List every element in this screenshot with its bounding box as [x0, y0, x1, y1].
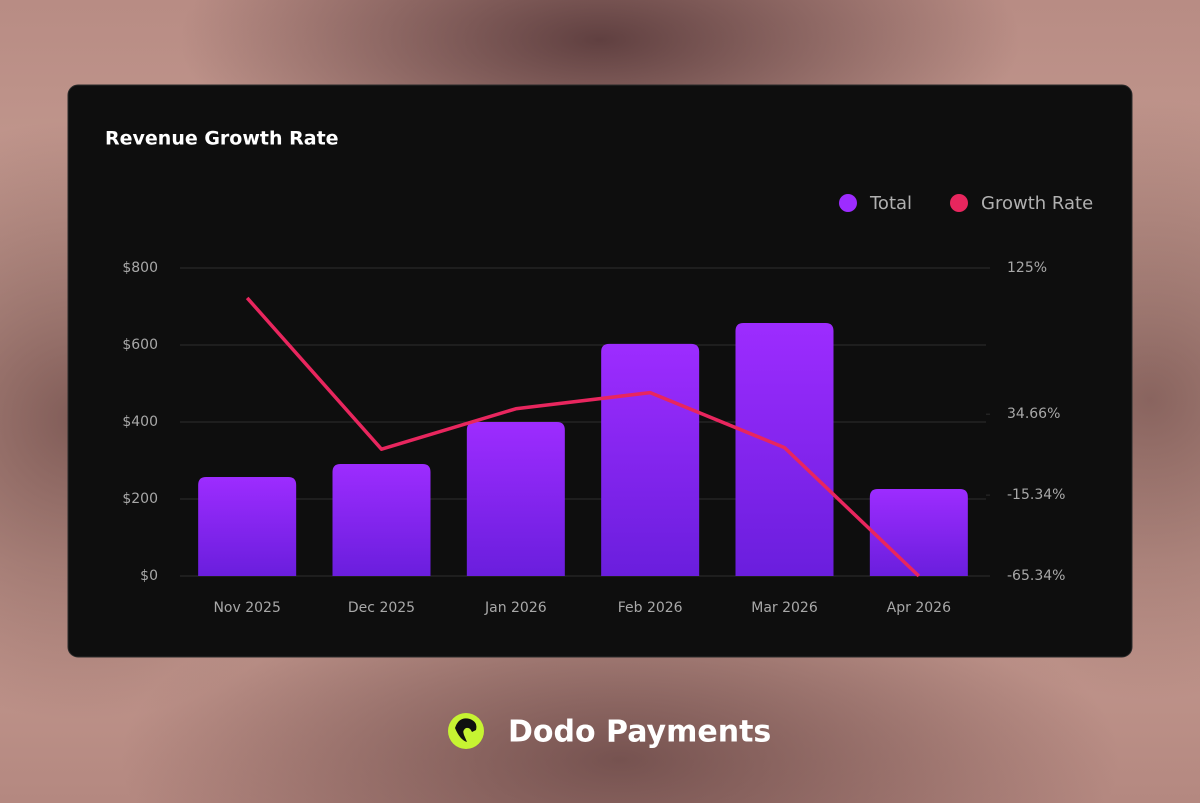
chart-title: Revenue Growth Rate	[105, 128, 339, 150]
x-tick-label: Dec 2025	[348, 600, 415, 616]
bar	[332, 463, 431, 576]
bar	[198, 477, 297, 576]
y2-tick-label: 34.66%	[1007, 406, 1060, 422]
x-tick-label: Apr 2026	[887, 600, 951, 616]
y-tick-label: $200	[122, 491, 158, 507]
brand-logo-mark	[455, 718, 477, 742]
growth-line	[245, 296, 921, 578]
y-tick-label: $600	[122, 337, 158, 353]
x-tick-label: Feb 2026	[618, 600, 683, 616]
x-tick-label: Nov 2025	[213, 600, 280, 616]
legend-marker	[950, 194, 968, 212]
y2-tick-label: -15.34%	[1007, 487, 1065, 503]
bar	[869, 488, 968, 576]
y2-tick-label: -65.34%	[1007, 568, 1065, 584]
bar	[601, 343, 700, 576]
x-tick-label: Jan 2026	[484, 600, 547, 616]
y-tick-label: $800	[122, 260, 158, 276]
legend-label: Growth Rate	[981, 193, 1093, 214]
x-tick-label: Mar 2026	[751, 600, 818, 616]
y-tick-label: $0	[140, 568, 158, 584]
legend-label: Total	[869, 193, 912, 214]
y-tick-label: $400	[122, 414, 158, 430]
legend-marker	[839, 194, 857, 212]
bar	[466, 422, 565, 576]
brand-name: Dodo Payments	[508, 715, 771, 750]
y2-tick-label: 125%	[1007, 260, 1047, 276]
brand-logo	[448, 713, 484, 749]
